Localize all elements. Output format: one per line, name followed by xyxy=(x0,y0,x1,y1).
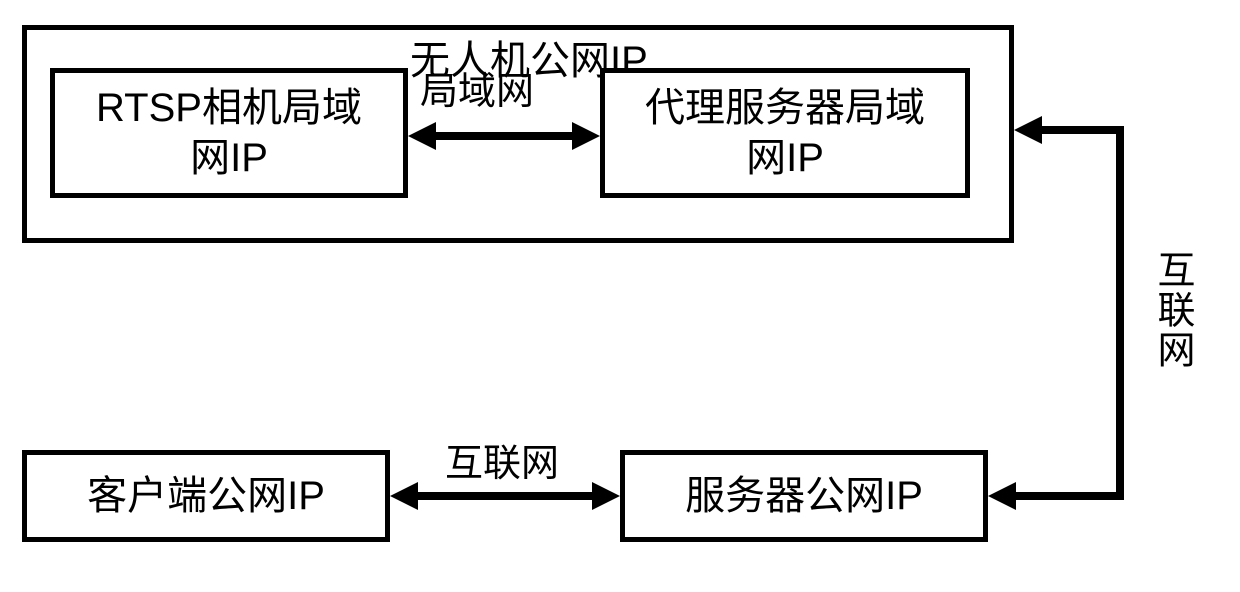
diagram-canvas: 无人机公网IP RTSP相机局域网IP 代理服务器局域网IP 客户端公网IP 服… xyxy=(0,0,1240,592)
internet2-edge-label: 互联网 xyxy=(445,432,559,487)
internet1-edge-label: 互联网 xyxy=(1145,250,1200,370)
lan-arrow xyxy=(0,0,1240,592)
lan-edge-label: 局域网 xyxy=(420,60,534,115)
